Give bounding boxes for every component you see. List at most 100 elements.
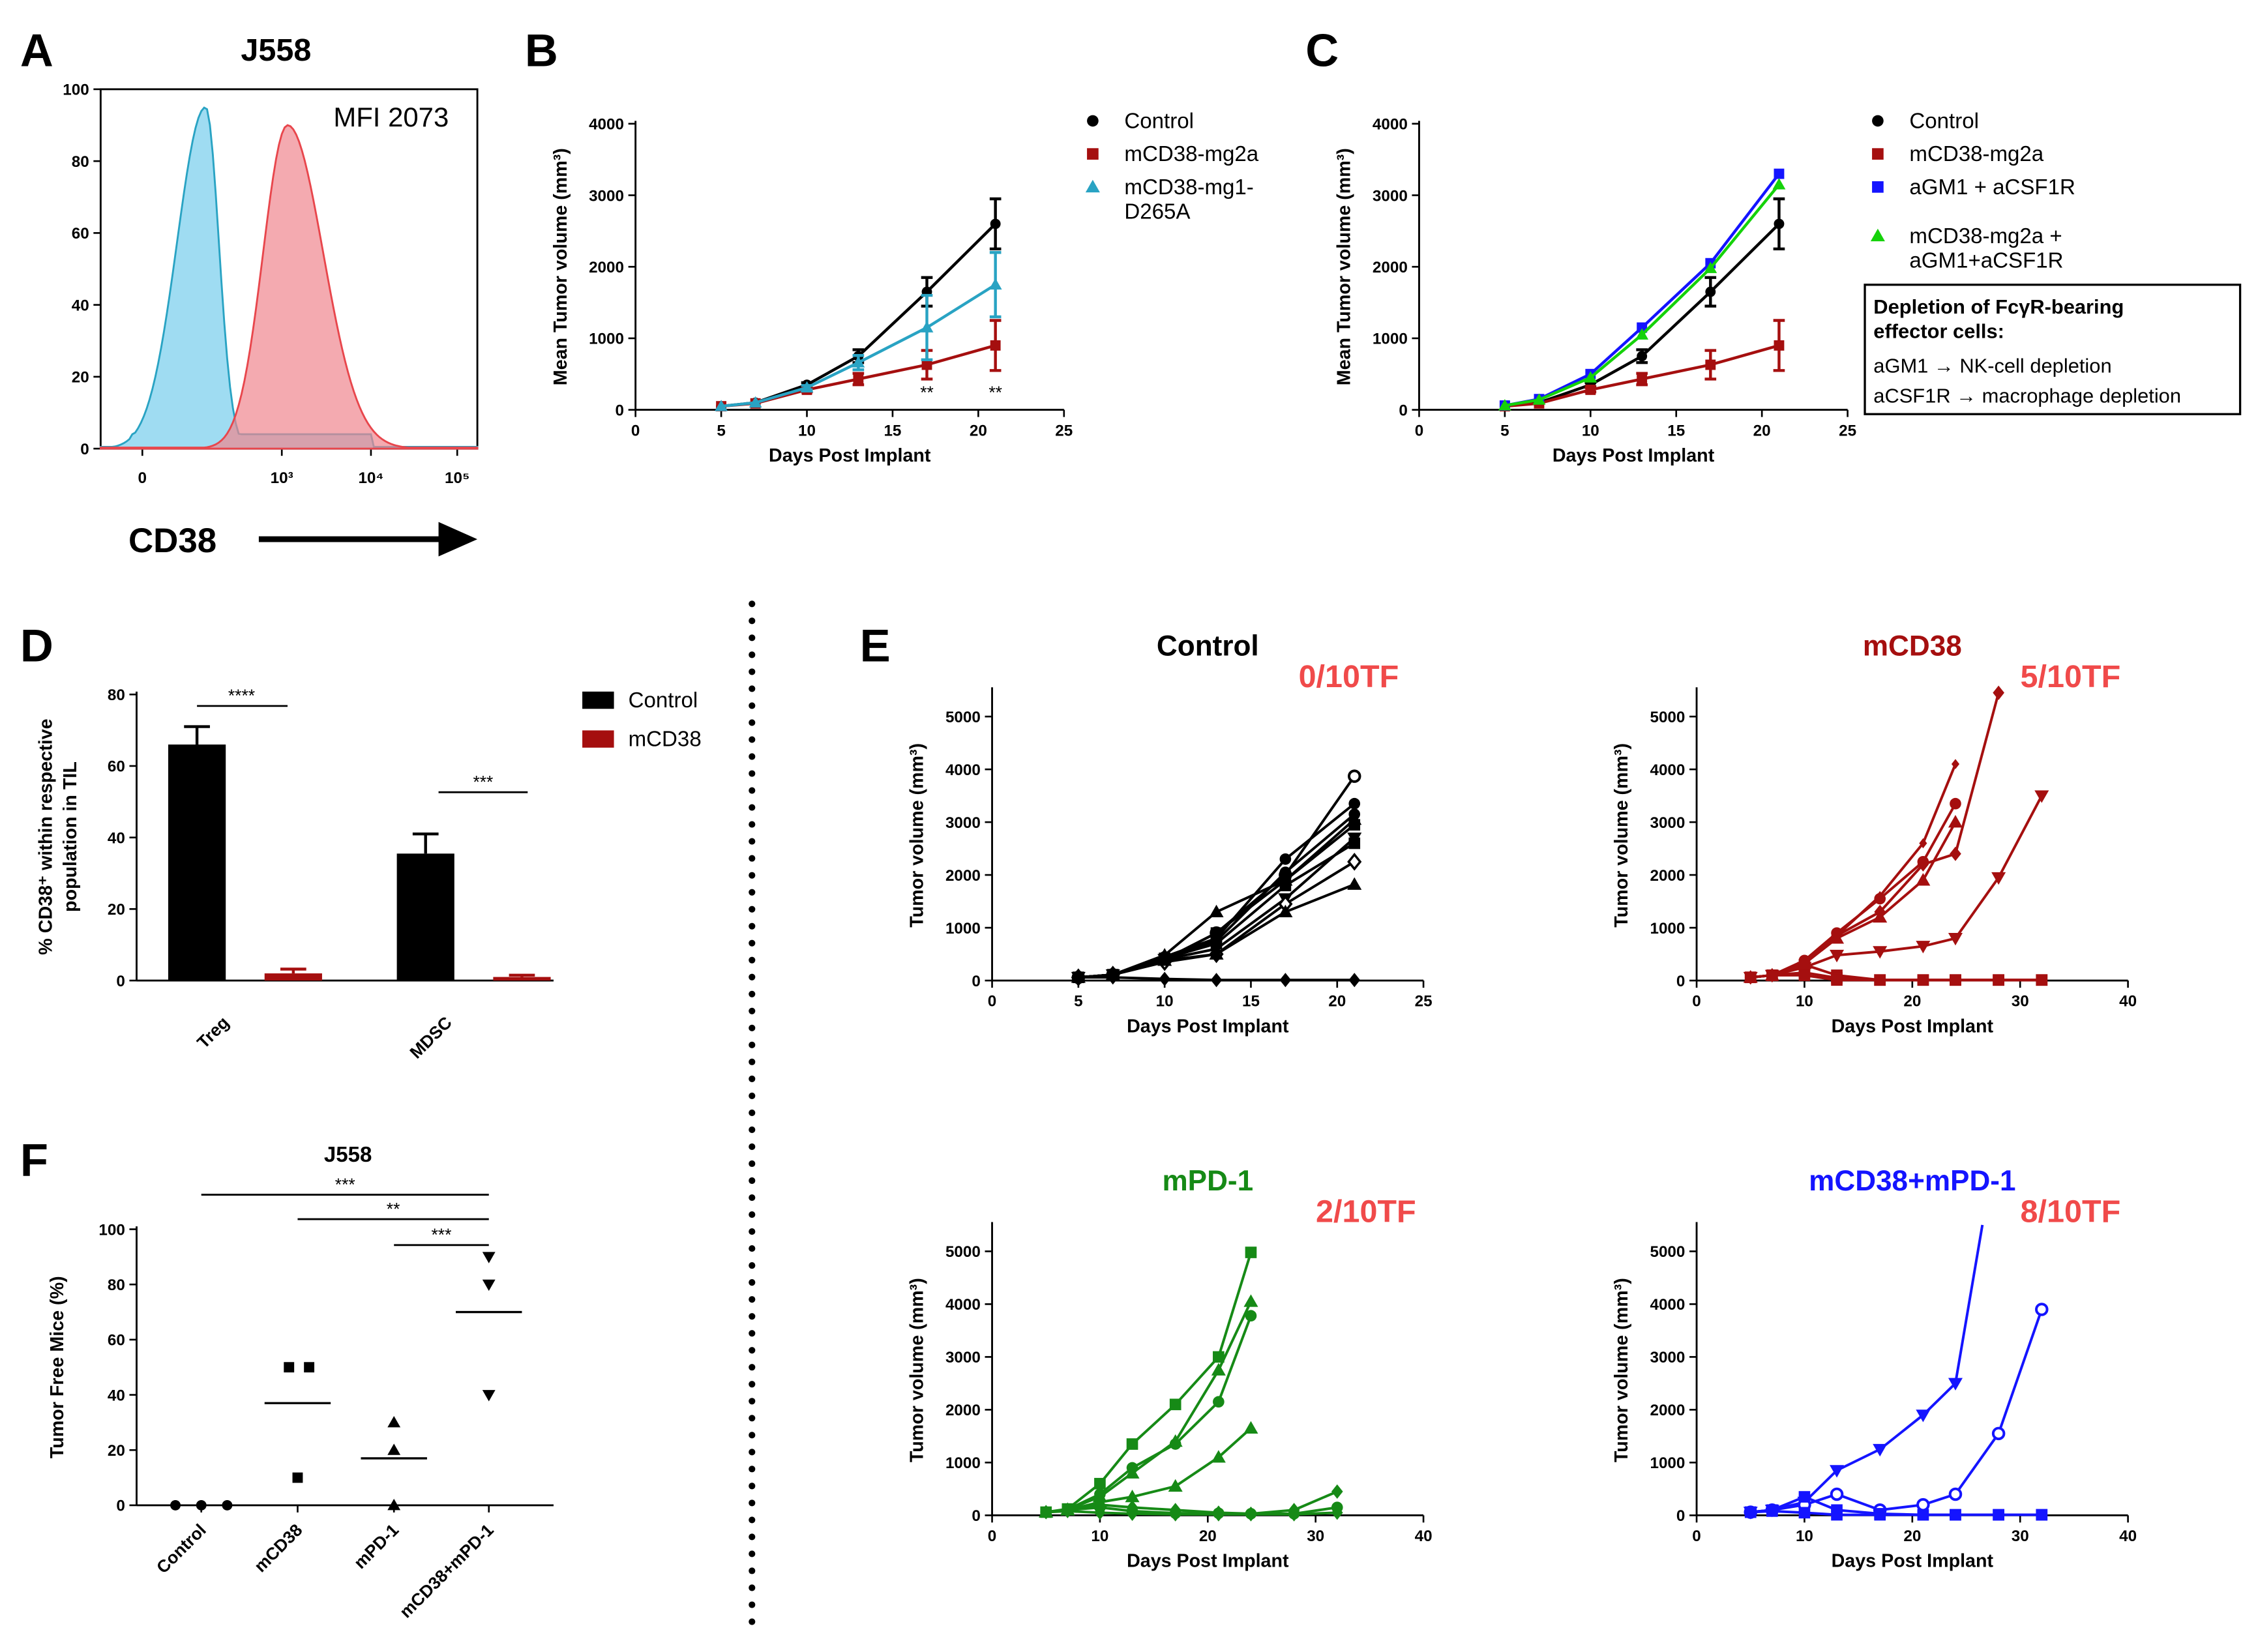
legend-label: Control xyxy=(1909,109,1979,133)
info-box xyxy=(1864,284,2242,415)
data-point xyxy=(1798,1507,1811,1519)
series-line xyxy=(1078,813,1356,979)
y-tick-label: 5000 xyxy=(945,1243,981,1261)
data-point xyxy=(1830,1465,1845,1478)
y-tick-label: 4000 xyxy=(1650,761,1685,779)
info-box-line: aGM1 → NK-cell depletion xyxy=(1873,354,2111,377)
data-point xyxy=(1348,837,1361,849)
legend-marker xyxy=(1872,148,1884,160)
series-line xyxy=(1750,1308,2043,1514)
data-point xyxy=(1348,973,1361,988)
y-tick-label: 0 xyxy=(116,973,125,990)
divider-dot xyxy=(749,719,756,726)
data-point xyxy=(1168,1434,1183,1447)
legend-label: mCD38-mg2a xyxy=(1124,142,1258,166)
data-point xyxy=(1635,328,1649,340)
data-point xyxy=(800,381,814,393)
data-point xyxy=(1348,797,1361,810)
chart-title: J558 xyxy=(324,1143,372,1167)
x-tick-label: 10 xyxy=(1796,1527,1813,1545)
data-point xyxy=(1243,1294,1258,1307)
data-point xyxy=(2036,974,2048,986)
info-box-line: aCSF1R → macrophage depletion xyxy=(1873,385,2181,407)
divider-dot xyxy=(749,753,756,760)
y-tick-label: 4000 xyxy=(589,116,624,134)
y-tick-label: 0 xyxy=(1399,402,1408,419)
panel-letter: F xyxy=(20,1134,48,1186)
data-point xyxy=(749,396,762,408)
y-tick-label: 1000 xyxy=(1650,920,1685,937)
divider-dot xyxy=(749,1177,756,1185)
data-point xyxy=(387,1499,401,1511)
divider-dot xyxy=(749,702,756,709)
series-line xyxy=(720,283,996,408)
significance-label: *** xyxy=(335,1175,355,1194)
x-tick-label: 15 xyxy=(1242,993,1260,1010)
y-tick-label: 0 xyxy=(1676,973,1685,990)
x-axis-title: Days Post Implant xyxy=(1127,1551,1289,1572)
x-tick-label: 20 xyxy=(1328,993,1346,1010)
cd38-histogram xyxy=(99,124,479,450)
data-point xyxy=(1991,1426,2006,1441)
data-point xyxy=(1213,1507,1225,1522)
data-point xyxy=(1874,892,1886,905)
y-tick-label: 2000 xyxy=(945,867,981,885)
x-tick-label: 0 xyxy=(1415,422,1424,439)
x-tick-label: 40 xyxy=(2119,1527,2137,1545)
data-point xyxy=(990,218,1001,229)
divider-dot xyxy=(749,1092,756,1099)
y-axis-title: Tumor volume (mm³) xyxy=(907,743,928,928)
series-line xyxy=(1750,803,1957,979)
y-tick-label: 2000 xyxy=(1373,259,1408,276)
divider-dot xyxy=(749,1601,756,1608)
data-point xyxy=(1213,1396,1225,1408)
data-point xyxy=(1211,1363,1226,1376)
y-tick-label: 60 xyxy=(108,1332,125,1350)
data-point xyxy=(1159,971,1170,986)
data-point xyxy=(1950,974,1961,986)
y-tick-label: 2000 xyxy=(1650,867,1685,885)
y-tick-label: 2000 xyxy=(1650,1402,1685,1419)
x-tick-label: 40 xyxy=(2119,993,2137,1010)
bar xyxy=(493,977,551,981)
y-tick-label: 0 xyxy=(116,1497,125,1515)
divider-dot xyxy=(749,1432,756,1439)
data-point xyxy=(1331,1484,1343,1499)
panel-letter: D xyxy=(20,620,53,671)
x-tick-label: 25 xyxy=(1055,422,1073,439)
data-point xyxy=(1830,931,1845,944)
data-point xyxy=(1705,286,1716,297)
data-point xyxy=(1279,973,1292,988)
y-tick-label: 20 xyxy=(108,901,125,919)
x-tick-label: 20 xyxy=(970,422,987,439)
divider-dot xyxy=(749,1398,756,1405)
y-axis-title: Tumor volume (mm³) xyxy=(907,1278,928,1462)
y-tick-label: 0 xyxy=(616,402,625,419)
data-point xyxy=(1637,322,1648,333)
legend-label: mCD38-mg2a + xyxy=(1909,224,2062,248)
divider-dot xyxy=(749,770,756,777)
x-axis-title: Days Post Implant xyxy=(1832,1551,1994,1572)
x-tick-label: 20 xyxy=(1753,422,1771,439)
divider-dot xyxy=(749,838,756,845)
data-point xyxy=(1873,946,1888,959)
divider-dot xyxy=(749,1499,756,1507)
y-axis-title: Mean Tumor volume (mm³) xyxy=(1334,148,1355,385)
mfi-annotation: MFI 2073 xyxy=(333,102,449,132)
data-point xyxy=(920,321,934,332)
divider-dot xyxy=(749,685,756,692)
data-point xyxy=(1585,384,1596,395)
series-line xyxy=(1046,1427,1252,1514)
data-point xyxy=(1948,1378,1963,1391)
significance-label: **** xyxy=(228,686,255,705)
data-point xyxy=(1919,838,1927,849)
arrow-head xyxy=(438,522,478,557)
significance-label: ** xyxy=(920,383,934,402)
data-point xyxy=(1766,969,1778,981)
y-tick-label: 5000 xyxy=(1650,709,1685,726)
y-tick-label: 2000 xyxy=(945,1402,981,1419)
significance-label: *** xyxy=(432,1225,452,1245)
data-point xyxy=(990,340,1001,351)
divider-dot xyxy=(749,939,756,947)
category-label: mCD38+mPD-1 xyxy=(396,1520,498,1622)
